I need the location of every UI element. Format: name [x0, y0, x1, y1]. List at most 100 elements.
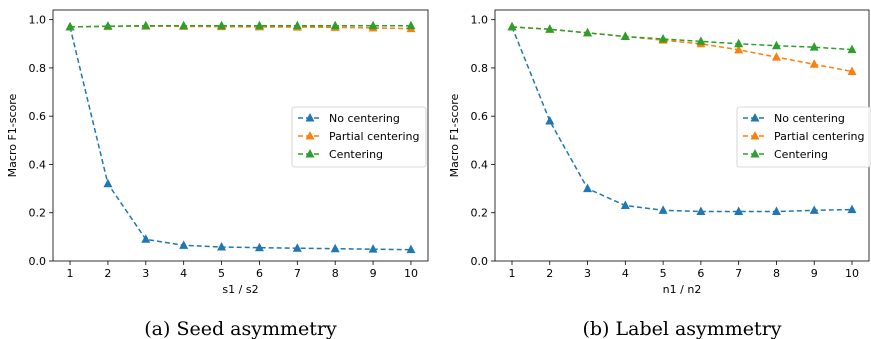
legend-marker: [750, 131, 760, 140]
legend-marker: [305, 131, 315, 140]
series-point-0: [545, 116, 555, 125]
x-tick-label: 8: [332, 267, 339, 280]
series-point-0: [141, 234, 151, 243]
series-point-2: [406, 20, 416, 30]
series-point-0: [406, 244, 416, 254]
x-tick-label: 5: [660, 267, 667, 280]
series-point-0: [583, 183, 593, 193]
y-tick-label: 0.0: [471, 255, 489, 268]
chart-seed-asymmetry: 1 2 3 4 5 6 7 8 9 10 0.0 0.2 0.4 0.6 0.8 1.0 s1 / s2 Macr…: [6, 9, 429, 339]
chart-label-asymmetry: 1 2 3 4 5 6 7 8 9 10 0.0 0.2 0.4 0.6 0.8 1.0 n1 / n2 Macr…: [448, 9, 871, 339]
y-tick-label: 0.8: [29, 62, 47, 75]
legend-entry: No centering: [329, 112, 400, 125]
legend-box: [291, 106, 427, 168]
series-point-2: [330, 20, 340, 30]
x-axis-label: s1 / s2: [222, 283, 258, 296]
y-tick-label: 0.2: [29, 207, 47, 220]
series-point-1: [847, 66, 857, 76]
series-line-1: [511, 26, 853, 73]
x-tick-label: 4: [180, 267, 187, 280]
series-point-2: [809, 42, 819, 51]
series-line-2: [511, 26, 853, 51]
series-point-0: [620, 200, 630, 209]
series-point-2: [368, 20, 378, 30]
legend-entry: Partial centering: [774, 130, 864, 143]
y-tick-label: 0.6: [471, 110, 489, 123]
series-point-2: [620, 31, 630, 41]
legend-marker: [750, 113, 760, 122]
series-point-0: [103, 178, 113, 188]
axes-frame: [52, 9, 429, 262]
series-point-1: [809, 59, 819, 68]
series-point-2: [507, 21, 517, 31]
series-point-2: [292, 20, 302, 30]
legend-entry: Centering: [329, 148, 383, 161]
y-tick-label: 0.6: [29, 110, 47, 123]
x-tick-label: 7: [294, 267, 301, 280]
series-point-1: [734, 44, 744, 54]
y-tick-label: 0.0: [29, 255, 47, 268]
series-point-2: [179, 20, 189, 30]
y-tick-label: 0.4: [471, 158, 489, 171]
series-point-2: [217, 20, 227, 30]
series-point-0: [330, 243, 340, 253]
series-point-1: [771, 52, 781, 61]
series-point-2: [583, 27, 593, 37]
series-point-0: [734, 206, 744, 216]
x-tick-label: 1: [509, 267, 516, 280]
series-line-0: [511, 26, 853, 213]
legend-marker: [750, 149, 760, 158]
series-point-2: [65, 21, 75, 31]
series-point-2: [696, 36, 706, 45]
x-tick-label: 6: [697, 267, 704, 280]
series-point-0: [179, 240, 189, 249]
series-point-0: [847, 204, 857, 214]
series-point-2: [141, 20, 151, 30]
x-axis-label: n1 / n2: [663, 283, 702, 296]
series-point-0: [696, 206, 706, 216]
legend-entry: Centering: [774, 148, 828, 161]
series-line-0: [69, 26, 412, 251]
legend-marker: [305, 113, 315, 122]
x-tick-label: 10: [845, 267, 859, 280]
y-tick-label: 0.8: [471, 62, 489, 75]
series-point-0: [217, 242, 227, 251]
series-point-0: [254, 242, 264, 252]
y-tick-label: 1.0: [471, 14, 489, 27]
y-axis-label: Macro F1-score: [448, 93, 461, 177]
series-point-2: [103, 21, 113, 30]
series-point-0: [658, 205, 668, 214]
x-tick-label: 8: [773, 267, 780, 280]
x-tick-label: 6: [256, 267, 263, 280]
x-tick-label: 3: [584, 267, 591, 280]
figure-caption: (a) Seed asymmetry: [144, 318, 337, 339]
x-tick-label: 7: [735, 267, 742, 280]
series-point-2: [545, 24, 555, 33]
series-point-2: [658, 33, 668, 43]
y-axis-label: Macro F1-score: [6, 93, 19, 177]
legend-box: [736, 106, 871, 168]
x-tick-label: 5: [218, 267, 225, 280]
x-tick-label: 2: [104, 267, 111, 280]
figure-caption: (b) Label asymmetry: [582, 318, 781, 339]
x-tick-label: 1: [67, 267, 74, 280]
series-point-2: [847, 44, 857, 54]
x-tick-label: 3: [142, 267, 149, 280]
legend-entry: Partial centering: [329, 130, 419, 143]
x-tick-label: 10: [404, 267, 418, 280]
legend-entry: No centering: [774, 112, 845, 125]
series-point-2: [734, 38, 744, 48]
x-tick-label: 4: [622, 267, 629, 280]
series-point-0: [771, 206, 781, 216]
series-point-0: [368, 244, 378, 253]
series-point-2: [771, 40, 781, 50]
y-tick-label: 0.2: [471, 207, 489, 220]
series-line-2: [69, 24, 411, 28]
series-point-0: [292, 243, 302, 252]
series-point-0: [809, 205, 819, 214]
y-tick-label: 0.4: [29, 158, 47, 171]
x-tick-label: 9: [811, 267, 818, 280]
legend-marker: [305, 149, 315, 158]
x-tick-label: 9: [370, 267, 377, 280]
